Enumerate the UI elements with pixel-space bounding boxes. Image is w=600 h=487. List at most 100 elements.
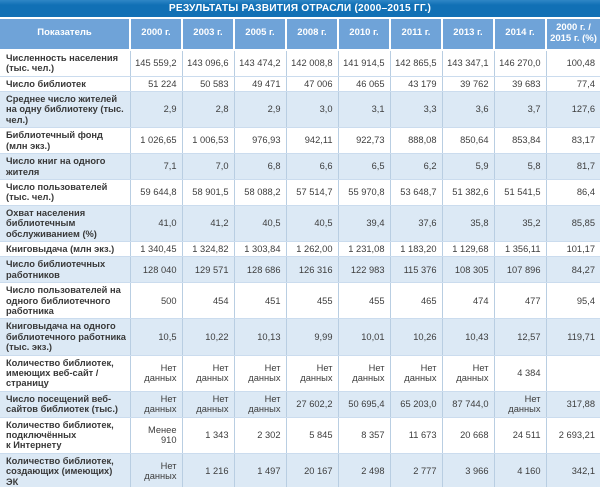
cell-value: 50 583	[181, 76, 234, 93]
cell-value: 128 040	[129, 256, 182, 284]
cell-value: 10,22	[181, 318, 234, 356]
cell-value: 6,2	[389, 153, 442, 180]
table-row: Число книг на одного жителя 7,1 7,0 6,8 6,6 6…	[0, 153, 600, 180]
table-row: Среднее число жителей на одну библиотеку…	[0, 91, 600, 129]
cell-value: 107 896	[493, 256, 546, 284]
cell-value: 77,4	[545, 76, 600, 93]
cell-value: 5 845	[285, 417, 338, 454]
cell-value: 2 302	[233, 417, 286, 454]
column-header: 2011 г.	[389, 19, 442, 51]
cell-value: 7,0	[181, 153, 234, 180]
table-row: Число библиотек 51 224 50 583 49 471 47 006 4…	[0, 76, 600, 93]
table-row: Число библиотечных работников 128 040 129 …	[0, 256, 600, 284]
cell-value: 1 006,53	[181, 127, 234, 155]
cell-value: 1 324,82	[181, 241, 234, 258]
cell-value: 58 901,5	[181, 179, 234, 206]
cell-value: 5,8	[493, 153, 546, 180]
row-label: Число посещений веб-сайтов библиотек (ты…	[0, 391, 130, 418]
cell-value: 51 382,6	[441, 179, 494, 206]
cell-value: 20 668	[441, 417, 494, 454]
cell-value: 119,71	[545, 318, 600, 356]
cell-value: 142 865,5	[389, 49, 442, 77]
row-label: Численность населения (тыс. чел.)	[0, 49, 130, 77]
cell-value: 57 514,7	[285, 179, 338, 206]
cell-value: 35,2	[493, 205, 546, 242]
cell-value: 127,6	[545, 91, 600, 129]
table-row: Книговыдача на одного библиотечного рабо…	[0, 318, 600, 356]
cell-value: 49 471	[233, 76, 286, 93]
cell-value: 39,4	[337, 205, 390, 242]
cell-value: 141 914,5	[337, 49, 390, 77]
cell-value: 11 673	[389, 417, 442, 454]
cell-value: 850,64	[441, 127, 494, 155]
cell-value: Нет данных	[233, 355, 286, 392]
cell-value: 2 777	[389, 453, 442, 487]
cell-value: 40,5	[285, 205, 338, 242]
cell-value: 3,6	[441, 91, 494, 129]
cell-value: 1 129,68	[441, 241, 494, 258]
column-header: 2000 г.	[129, 19, 182, 51]
column-header: 2003 г.	[181, 19, 234, 51]
cell-value: 46 065	[337, 76, 390, 93]
cell-value: 47 006	[285, 76, 338, 93]
cell-value: 20 167	[285, 453, 338, 487]
cell-value: 81,7	[545, 153, 600, 180]
table-row: Количество библиотек, имеющих веб-сайт /…	[0, 355, 600, 392]
table-row: Число пользователей (тыс. чел.) 59 644,8 5…	[0, 179, 600, 206]
row-label: Количество библиотек, имеющих веб-сайт /…	[0, 355, 130, 392]
row-label: Библиотечный фонд (млн экз.)	[0, 127, 130, 155]
cell-value: 942,11	[285, 127, 338, 155]
cell-value: 51 541,5	[493, 179, 546, 206]
cell-value: 477	[493, 282, 546, 320]
cell-value: 4 384	[493, 355, 546, 392]
column-header: 2010 г.	[337, 19, 390, 51]
column-header: Показатель	[0, 19, 130, 51]
results-table: Показатель 2000 г. 2003 г. 2005 г. 2008 г. 20…	[0, 19, 600, 487]
cell-value: 1 497	[233, 453, 286, 487]
cell-value: 115 376	[389, 256, 442, 284]
cell-value: 50 695,4	[337, 391, 390, 418]
cell-value: 58 088,2	[233, 179, 286, 206]
cell-value: Нет данных	[441, 355, 494, 392]
cell-value: Нет данных	[129, 453, 182, 487]
row-label: Книговыдача (млн экз.)	[0, 241, 130, 258]
cell-value: 145 559,2	[129, 49, 182, 77]
row-label: Число пользователей (тыс. чел.)	[0, 179, 130, 206]
cell-value: 853,84	[493, 127, 546, 155]
cell-value: 142 008,8	[285, 49, 338, 77]
column-header: 2000 г. / 2015 г. (%)	[545, 19, 600, 51]
column-header: 2005 г.	[233, 19, 286, 51]
cell-value: 27 602,2	[285, 391, 338, 418]
cell-value: 1 340,45	[129, 241, 182, 258]
cell-value: Нет данных	[233, 391, 286, 418]
cell-value: 8 357	[337, 417, 390, 454]
table-row: Число посещений веб-сайтов библиотек (ты…	[0, 391, 600, 418]
cell-value: Нет данных	[181, 391, 234, 418]
cell-value: Нет данных	[129, 391, 182, 418]
cell-value: 83,17	[545, 127, 600, 155]
cell-value: 39 762	[441, 76, 494, 93]
cell-value: 1 216	[181, 453, 234, 487]
cell-value: 2,9	[129, 91, 182, 129]
cell-value: Нет данных	[181, 355, 234, 392]
cell-value: 10,13	[233, 318, 286, 356]
cell-value: 10,5	[129, 318, 182, 356]
table-row: Число пользователей на одного библиотечн…	[0, 282, 600, 320]
cell-value: 3,0	[285, 91, 338, 129]
cell-value: 146 270,0	[493, 49, 546, 77]
cell-value: 3,3	[389, 91, 442, 129]
row-label: Число книг на одного жителя	[0, 153, 130, 180]
cell-value: 1 303,84	[233, 241, 286, 258]
cell-value: 6,8	[233, 153, 286, 180]
cell-value: 342,1	[545, 453, 600, 487]
table-row: Библиотечный фонд (млн экз.) 1 026,65 1 00…	[0, 127, 600, 155]
table-row: Охват населения библиотечным обслуживани…	[0, 205, 600, 242]
cell-value: 143 474,2	[233, 49, 286, 77]
cell-value: 143 096,6	[181, 49, 234, 77]
cell-value: 43 179	[389, 76, 442, 93]
row-label: Книговыдача на одного библиотечного рабо…	[0, 318, 130, 356]
cell-value: 6,6	[285, 153, 338, 180]
row-label: Количество библиотек, создающих (имеющих…	[0, 453, 130, 487]
cell-value: Нет данных	[337, 355, 390, 392]
cell-value: 40,5	[233, 205, 286, 242]
